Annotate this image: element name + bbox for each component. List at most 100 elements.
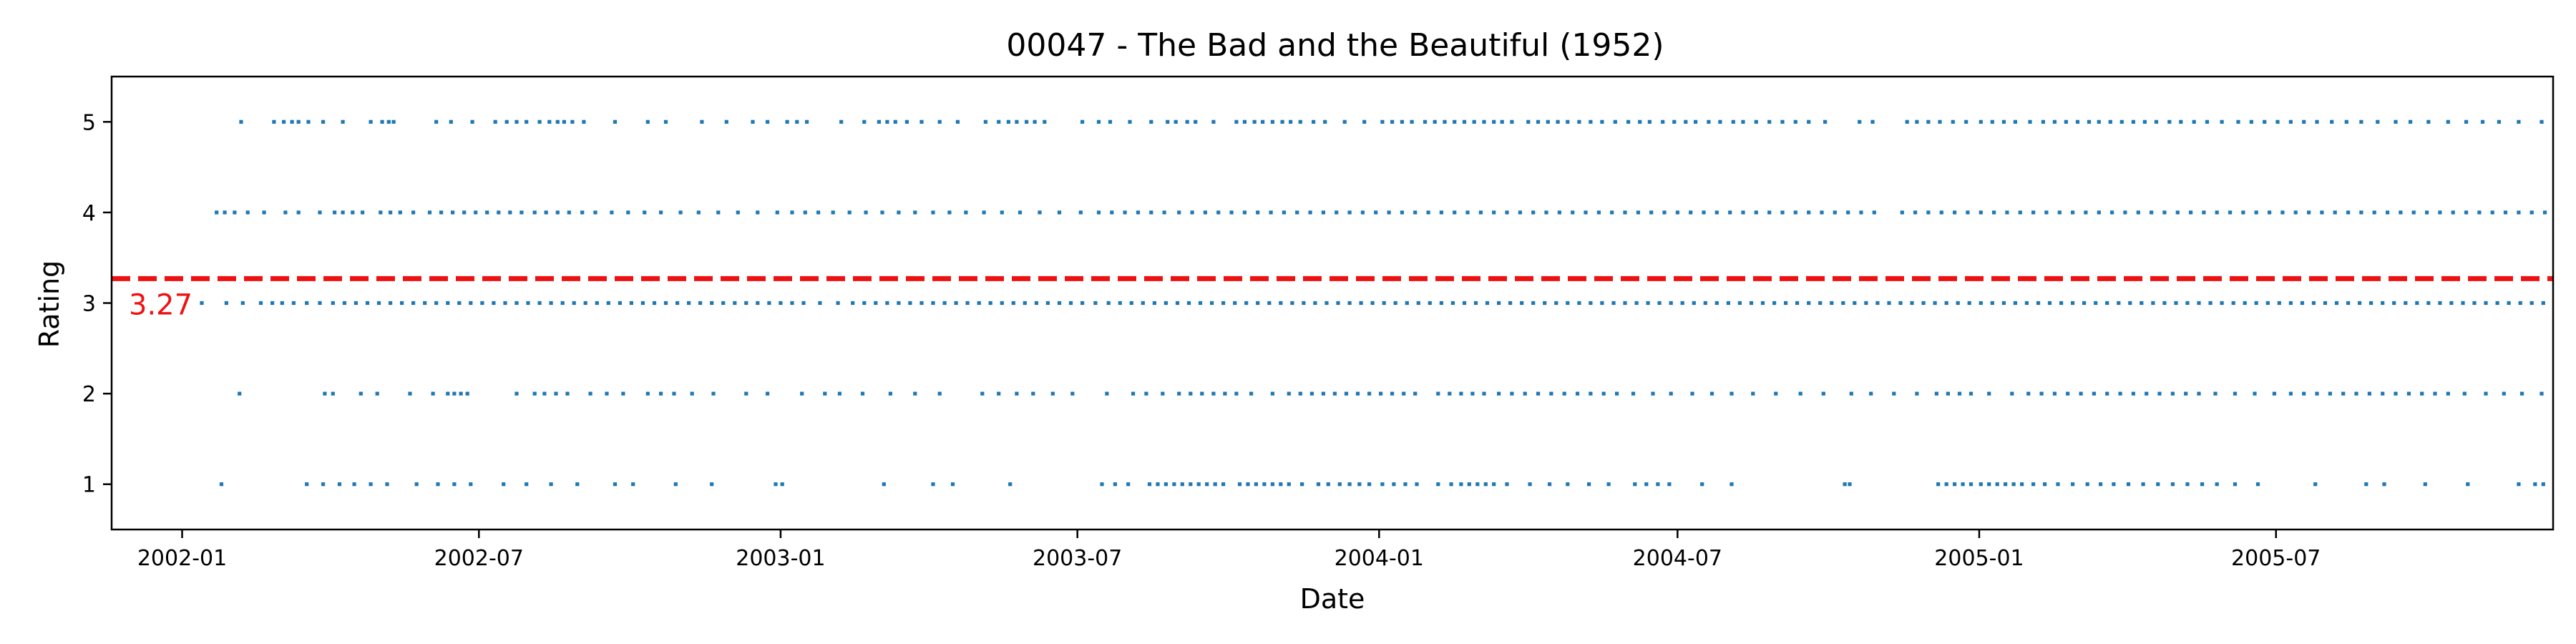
data-point bbox=[542, 391, 547, 396]
data-point bbox=[1370, 301, 1375, 306]
data-point bbox=[2517, 482, 2521, 487]
data-point bbox=[369, 482, 373, 487]
data-point bbox=[2288, 391, 2293, 396]
data-point bbox=[2175, 210, 2180, 215]
data-point bbox=[1528, 482, 1532, 487]
data-point bbox=[1589, 391, 1593, 396]
data-point bbox=[1279, 482, 1283, 487]
data-point bbox=[2136, 210, 2140, 215]
data-point bbox=[1554, 301, 1558, 306]
data-point bbox=[1987, 482, 1991, 487]
data-point bbox=[272, 119, 276, 124]
data-point bbox=[1780, 119, 1785, 124]
data-point bbox=[1531, 210, 1536, 215]
data-point bbox=[2438, 301, 2442, 306]
data-point bbox=[950, 482, 955, 487]
data-point bbox=[675, 301, 680, 306]
data-point bbox=[240, 301, 245, 306]
data-point bbox=[1870, 119, 1875, 124]
data-point bbox=[2346, 301, 2351, 306]
data-point bbox=[2446, 391, 2450, 396]
data-point bbox=[1254, 482, 1258, 487]
data-point bbox=[562, 119, 566, 124]
x-axis-ticks: 2002-01 2002-07 2003-01 2003-07 2004-01 2004-… bbox=[137, 530, 2321, 571]
data-point bbox=[200, 301, 204, 306]
data-point bbox=[919, 119, 924, 124]
data-point bbox=[2057, 210, 2062, 215]
data-point bbox=[270, 301, 275, 306]
data-point bbox=[2056, 482, 2060, 487]
data-point bbox=[2170, 482, 2175, 487]
data-point bbox=[851, 301, 855, 306]
data-point bbox=[1436, 391, 1440, 396]
data-point bbox=[1131, 391, 1136, 396]
data-point bbox=[2184, 391, 2188, 396]
data-point bbox=[560, 301, 565, 306]
data-point bbox=[1057, 210, 1062, 215]
data-point bbox=[514, 301, 519, 306]
data-point bbox=[323, 391, 327, 396]
data-point bbox=[862, 301, 867, 306]
data-point bbox=[1939, 210, 1943, 215]
data-point bbox=[1213, 482, 1217, 487]
data-point bbox=[2472, 301, 2477, 306]
data-point bbox=[1964, 119, 1968, 124]
data-point bbox=[1216, 210, 1221, 215]
data-point bbox=[1990, 301, 1994, 306]
data-point bbox=[2044, 210, 2049, 215]
data-point bbox=[1729, 482, 1734, 487]
data-point bbox=[1601, 391, 1606, 396]
data-point bbox=[1453, 119, 1457, 124]
data-point bbox=[1279, 301, 1283, 306]
data-point bbox=[1807, 210, 1811, 215]
data-point bbox=[2092, 391, 2096, 396]
data-point bbox=[2394, 119, 2398, 124]
data-point bbox=[1707, 119, 1711, 124]
data-point bbox=[1760, 301, 1765, 306]
data-point bbox=[439, 210, 444, 215]
data-point bbox=[1684, 119, 1688, 124]
data-point bbox=[885, 301, 889, 306]
data-point bbox=[1006, 119, 1010, 124]
data-point bbox=[2085, 482, 2089, 487]
data-point bbox=[337, 482, 342, 487]
data-point bbox=[880, 210, 884, 215]
data-point bbox=[480, 301, 484, 306]
data-point bbox=[1413, 391, 1418, 396]
data-point bbox=[238, 391, 242, 396]
data-point bbox=[2208, 301, 2212, 306]
data-point bbox=[780, 482, 784, 487]
data-point bbox=[767, 301, 771, 306]
data-point bbox=[1549, 391, 1553, 396]
data-point bbox=[1347, 210, 1352, 215]
data-point bbox=[2541, 482, 2545, 487]
data-point bbox=[2031, 210, 2036, 215]
data-point bbox=[503, 301, 507, 306]
data-point bbox=[980, 391, 985, 396]
data-point bbox=[1270, 391, 1274, 396]
data-point bbox=[2013, 119, 2017, 124]
data-point bbox=[1298, 391, 1302, 396]
data-point bbox=[2005, 210, 2009, 215]
data-point bbox=[2411, 210, 2416, 215]
data-point bbox=[1448, 391, 1452, 396]
data-point bbox=[389, 210, 393, 215]
data-point bbox=[1163, 482, 1168, 487]
data-point bbox=[613, 119, 618, 124]
data-point bbox=[997, 119, 1001, 124]
data-point bbox=[2386, 210, 2390, 215]
data-point bbox=[239, 119, 243, 124]
data-point bbox=[733, 301, 737, 306]
data-point bbox=[2205, 119, 2210, 124]
data-point bbox=[2372, 210, 2376, 215]
data-point bbox=[1992, 210, 1996, 215]
data-point bbox=[1416, 301, 1420, 306]
data-point bbox=[1784, 301, 1788, 306]
data-point bbox=[1161, 391, 1165, 396]
data-point bbox=[1961, 482, 1965, 487]
data-point bbox=[459, 391, 463, 396]
data-point bbox=[1018, 210, 1023, 215]
data-point bbox=[839, 119, 844, 124]
data-point bbox=[331, 301, 335, 306]
data-point bbox=[462, 210, 467, 215]
